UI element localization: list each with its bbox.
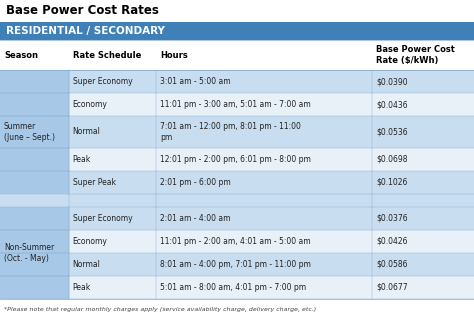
Text: Peak: Peak (73, 283, 91, 292)
Bar (0, 93, 474, 116)
Bar (0, 276, 474, 299)
Text: 11:01 pm - 2:00 am, 4:01 am - 5:00 am: 11:01 pm - 2:00 am, 4:01 am - 5:00 am (160, 237, 311, 246)
Text: Rate Schedule: Rate Schedule (73, 50, 141, 59)
Text: $0.0390: $0.0390 (376, 77, 408, 86)
Text: $0.0376: $0.0376 (376, 213, 408, 223)
Bar (0, 194, 69, 206)
Text: $0.1026: $0.1026 (376, 178, 408, 187)
Text: $0.0698: $0.0698 (376, 155, 408, 164)
Text: Super Peak: Super Peak (73, 178, 116, 187)
Text: Super Economy: Super Economy (73, 213, 132, 223)
Bar (0, 194, 474, 206)
Text: Base Power Cost Rates: Base Power Cost Rates (6, 4, 159, 18)
Bar (0, 70, 69, 194)
Bar (0, 253, 474, 276)
Bar (0, 206, 474, 230)
Text: 12:01 pm - 2:00 pm, 6:01 pm - 8:00 pm: 12:01 pm - 2:00 pm, 6:01 pm - 8:00 pm (160, 155, 311, 164)
Text: 7:01 am - 12:00 pm, 8:01 pm - 11:00
pm: 7:01 am - 12:00 pm, 8:01 pm - 11:00 pm (160, 122, 301, 142)
Text: 2:01 pm - 6:00 pm: 2:01 pm - 6:00 pm (160, 178, 231, 187)
Text: *Please note that regular monthly charges apply (service availability charge, de: *Please note that regular monthly charge… (4, 308, 316, 313)
Text: 5:01 am - 8:00 am, 4:01 pm - 7:00 pm: 5:01 am - 8:00 am, 4:01 pm - 7:00 pm (160, 283, 307, 292)
Text: 3:01 am - 5:00 am: 3:01 am - 5:00 am (160, 77, 231, 86)
Text: $0.0436: $0.0436 (376, 100, 408, 109)
Text: Economy: Economy (73, 100, 108, 109)
Text: 8:01 am - 4:00 pm, 7:01 pm - 11:00 pm: 8:01 am - 4:00 pm, 7:01 pm - 11:00 pm (160, 260, 311, 269)
Text: RESIDENTIAL / SECONDARY: RESIDENTIAL / SECONDARY (6, 26, 165, 36)
Bar (0, 22, 474, 40)
Bar (0, 40, 474, 70)
Text: Base Power Cost
Rate ($/kWh): Base Power Cost Rate ($/kWh) (376, 45, 455, 65)
Text: Season: Season (4, 50, 38, 59)
Text: Non-Summer
(Oct. - May): Non-Summer (Oct. - May) (4, 243, 54, 263)
Bar (0, 0, 474, 22)
Text: Summer
(June – Sept.): Summer (June – Sept.) (4, 122, 55, 142)
Text: Economy: Economy (73, 237, 108, 246)
Text: $0.0677: $0.0677 (376, 283, 408, 292)
Text: Hours: Hours (160, 50, 188, 59)
Text: 11:01 pm - 3:00 am, 5:01 am - 7:00 am: 11:01 pm - 3:00 am, 5:01 am - 7:00 am (160, 100, 311, 109)
Bar (0, 70, 474, 93)
Text: Normal: Normal (73, 127, 100, 136)
Text: $0.0536: $0.0536 (376, 127, 408, 136)
Text: Peak: Peak (73, 155, 91, 164)
Bar (0, 230, 474, 253)
Text: Super Economy: Super Economy (73, 77, 132, 86)
Bar (0, 206, 69, 299)
Text: 2:01 am - 4:00 am: 2:01 am - 4:00 am (160, 213, 231, 223)
Bar (0, 148, 474, 171)
Bar (0, 171, 474, 194)
Text: Normal: Normal (73, 260, 100, 269)
Bar (0, 299, 474, 321)
Text: $0.0586: $0.0586 (376, 260, 408, 269)
Bar (0, 116, 474, 148)
Text: $0.0426: $0.0426 (376, 237, 408, 246)
